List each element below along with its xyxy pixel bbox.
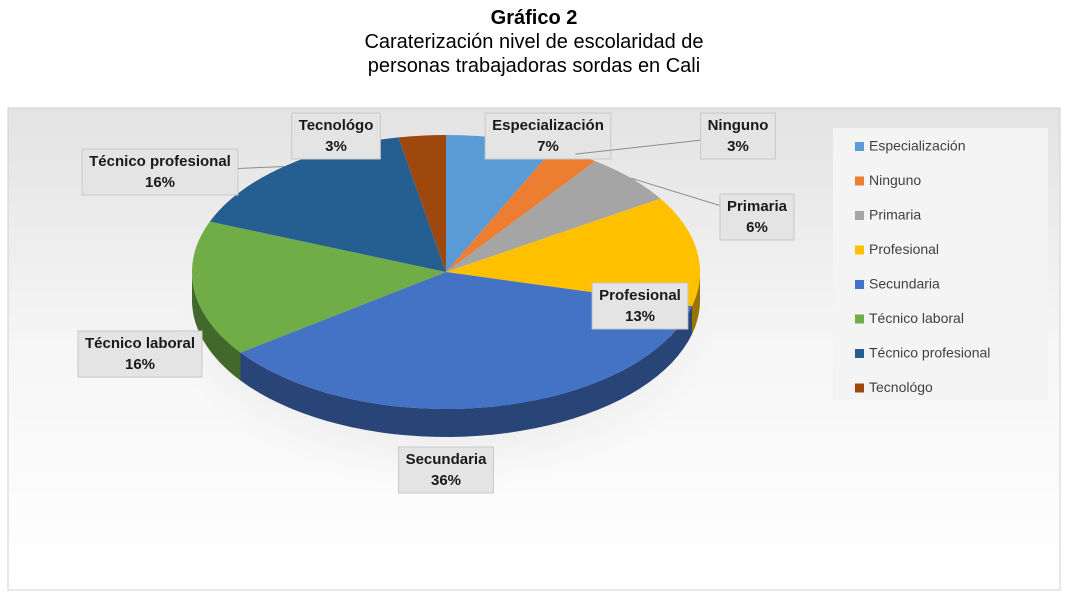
legend-label: Especialización <box>869 138 966 154</box>
legend-label: Secundaria <box>869 276 940 292</box>
data-label-name: Secundaria <box>406 451 488 468</box>
pie-slice <box>446 148 596 272</box>
data-label-value: 7% <box>537 138 559 155</box>
chart-subtitle: Caraterización nivel de escolaridad de p… <box>364 31 704 77</box>
legend-swatch <box>855 314 864 324</box>
pie-slice-side <box>240 306 692 437</box>
data-label-name: Profesional <box>599 287 681 304</box>
data-label-box <box>484 112 612 160</box>
data-label: Ninguno 3% <box>700 112 776 160</box>
pie-slice-side <box>192 272 241 381</box>
data-label: Primaria 6% <box>719 193 795 241</box>
data-label-value: 3% <box>325 138 347 155</box>
data-label-value: 6% <box>746 219 768 236</box>
data-label-box <box>591 282 689 330</box>
legend-swatch <box>855 383 864 393</box>
legend-label: Profesional <box>869 241 939 257</box>
pie-slice <box>446 198 700 307</box>
data-label: Especialización 7% <box>484 112 612 160</box>
chart-title: Gráfico 2 <box>490 7 578 29</box>
data-label: Tecnológo 3% <box>291 112 381 160</box>
legend-label: Primaria <box>869 207 921 223</box>
pie-slice <box>192 221 446 353</box>
data-label-value: 13% <box>625 308 655 325</box>
data-label-box <box>291 112 381 160</box>
data-label-value: 16% <box>145 174 175 191</box>
legend-label: Ninguno <box>869 172 921 188</box>
data-label: Secundaria 36% <box>398 446 494 494</box>
data-label: Profesional 13% <box>591 282 689 330</box>
data-label-name: Tecnológo <box>299 117 374 134</box>
legend-background <box>833 128 1048 400</box>
data-label-box <box>81 148 239 196</box>
legend-swatch <box>855 349 864 358</box>
header: Gráfico 2 Caraterización nivel de escola… <box>0 0 1068 78</box>
legend-swatch <box>855 245 864 255</box>
legend-swatch <box>855 211 864 220</box>
data-label-name: Primaria <box>727 198 788 215</box>
legend-swatch <box>855 280 864 289</box>
data-label-value: 3% <box>727 138 749 155</box>
data-label-value: 36% <box>431 472 461 489</box>
data-label-box <box>398 446 494 494</box>
legend-swatch <box>855 142 864 151</box>
pie-slice <box>209 137 446 272</box>
legend-label: Técnico laboral <box>869 310 964 326</box>
pie-slice <box>398 135 446 272</box>
data-label-name: Ninguno <box>708 117 769 134</box>
data-label-value: 16% <box>125 356 155 373</box>
legend-label: Tecnológo <box>869 379 933 395</box>
data-label-name: Especialización <box>492 117 604 134</box>
data-label-name: Técnico profesional <box>89 153 231 170</box>
pie-slice <box>446 135 555 272</box>
pie-slice <box>446 161 661 272</box>
data-label-name: Técnico laboral <box>85 335 195 352</box>
data-label-box <box>700 112 776 160</box>
pie-slice-side <box>692 272 700 335</box>
data-label-box <box>77 330 203 378</box>
pie-slice <box>240 272 693 409</box>
data-label-box <box>719 193 795 241</box>
data-label: Técnico profesional 16% <box>81 148 239 196</box>
legend-label: Técnico profesional <box>869 345 990 361</box>
data-label: Técnico laboral 16% <box>77 330 203 378</box>
legend-swatch <box>855 176 864 186</box>
